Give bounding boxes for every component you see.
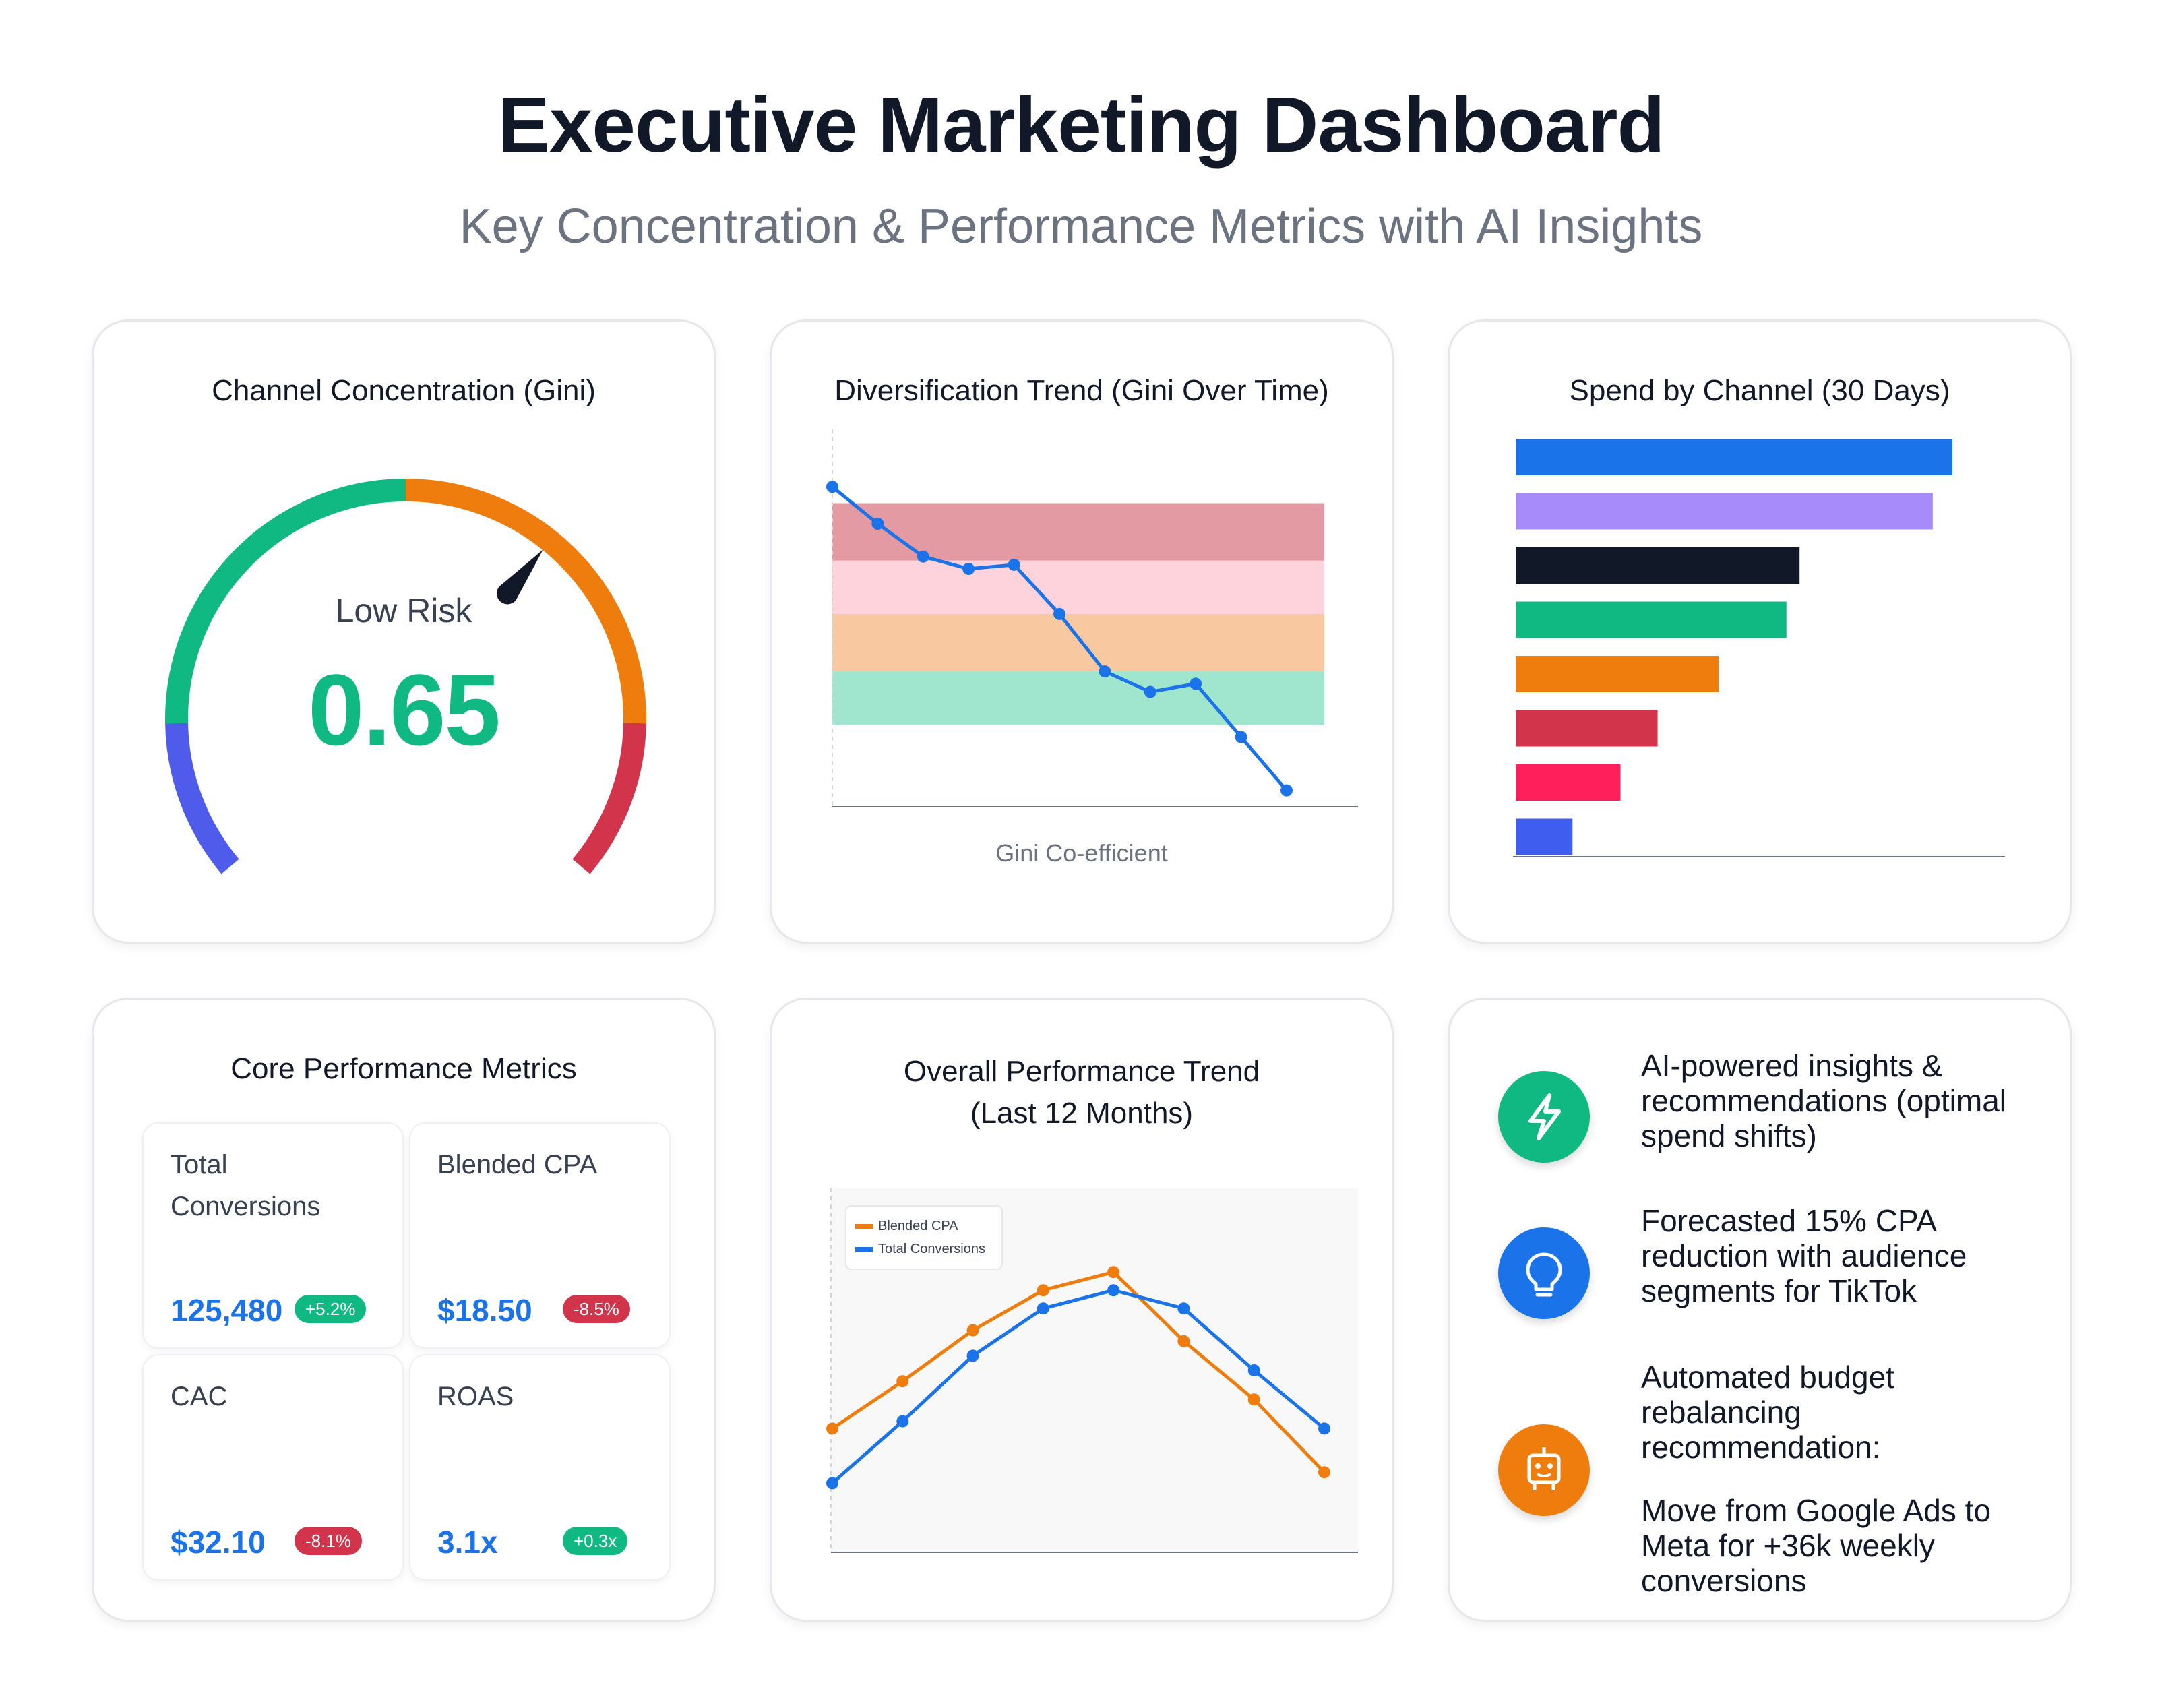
metric-label: ROAS xyxy=(437,1382,514,1411)
gini-point xyxy=(1053,607,1065,620)
spend-bar xyxy=(1516,601,1787,638)
gini-point xyxy=(962,562,975,575)
spend-bar xyxy=(1516,439,1952,475)
risk-band xyxy=(832,613,1324,672)
legend-label: Total Conversions xyxy=(878,1242,985,1256)
trend-point xyxy=(896,1415,909,1428)
trend-point xyxy=(966,1324,979,1337)
trend-point xyxy=(826,1422,838,1435)
spend-card: Spend by Channel (30 Days) xyxy=(1448,319,2072,944)
gauge-band xyxy=(165,479,406,724)
spend-bar xyxy=(1516,493,1933,530)
trend-point xyxy=(1318,1422,1330,1435)
legend-box xyxy=(845,1205,1003,1270)
metric-blended-cpa: Blended CPA $18.50 -8.5% xyxy=(409,1122,671,1349)
metrics-card: Core Performance Metrics Total Conversio… xyxy=(92,998,716,1622)
spend-bar xyxy=(1516,764,1621,801)
metrics-card-title: Core Performance Metrics xyxy=(230,1052,577,1085)
gauge-card-title: Channel Concentration (Gini) xyxy=(212,374,596,407)
trend-point xyxy=(1107,1266,1120,1279)
legend-swatch xyxy=(855,1247,873,1252)
gini-point xyxy=(1099,665,1111,678)
trend-point xyxy=(1247,1393,1260,1406)
metric-cac: CAC $32.10 -8.1% xyxy=(142,1354,404,1581)
trend-series-line xyxy=(831,1270,1326,1473)
gini-point xyxy=(871,518,884,530)
trend-point xyxy=(1037,1302,1049,1315)
insight-text: Forecasted 15% CPA reduction with audien… xyxy=(1641,1203,1967,1308)
gauge-chart xyxy=(165,479,646,874)
trend-card-title-line2: (Last 12 Months) xyxy=(970,1097,1194,1130)
performance-trend-chart: Blended CPA Total Conversions xyxy=(826,1188,1358,1553)
risk-band xyxy=(832,503,1324,561)
insight-text: Move from Google Ads to Meta for +36k we… xyxy=(1641,1493,1991,1598)
diversification-chart xyxy=(826,429,1358,807)
risk-band xyxy=(832,560,1324,614)
trend-card-title-line1: Overall Performance Trend xyxy=(903,1055,1260,1088)
gauge-value: 0.65 xyxy=(308,653,501,766)
spend-bar xyxy=(1516,818,1573,855)
legend-label: Blended CPA xyxy=(878,1219,958,1233)
gauge-card: Channel Concentration (Gini) Low Risk 0.… xyxy=(92,319,716,944)
change-badge: +0.3x xyxy=(563,1527,628,1555)
lightning-icon xyxy=(1498,1071,1590,1163)
metric-value: 3.1x xyxy=(437,1525,498,1560)
metric-value: $32.10 xyxy=(171,1525,266,1560)
legend-swatch xyxy=(855,1224,873,1229)
trend-point xyxy=(1107,1284,1120,1297)
diversification-x-label: Gini Co-efficient xyxy=(995,839,1168,867)
metric-label: CAC xyxy=(171,1382,228,1411)
robot-icon xyxy=(1498,1424,1590,1516)
spend-bar xyxy=(1516,710,1658,747)
trend-point xyxy=(1037,1284,1049,1297)
gini-point xyxy=(826,481,838,493)
gini-point xyxy=(1008,558,1020,571)
spend-bar xyxy=(1516,656,1719,692)
trend-point xyxy=(1247,1364,1260,1376)
gauge-band xyxy=(165,723,239,874)
metric-roas: ROAS 3.1x +0.3x xyxy=(409,1354,671,1581)
metric-label: Total Conversions xyxy=(171,1150,321,1221)
insight-text: Automated budget rebalancing recommendat… xyxy=(1641,1360,1894,1465)
spend-bar xyxy=(1516,547,1800,584)
gauge-needle xyxy=(497,549,543,605)
diversification-card: Diversification Trend (Gini Over Time) G… xyxy=(770,319,1394,944)
gini-point xyxy=(1280,784,1293,797)
change-badge: +5.2% xyxy=(295,1295,367,1323)
diversification-card-title: Diversification Trend (Gini Over Time) xyxy=(834,374,1329,407)
change-badge: -8.1% xyxy=(295,1527,362,1555)
metric-value: $18.50 xyxy=(437,1293,532,1328)
change-badge: -8.5% xyxy=(563,1295,630,1323)
page-subtitle: Key Concentration & Performance Metrics … xyxy=(459,200,1703,253)
spend-chart xyxy=(1513,439,2005,857)
insights-card: AI-powered insights & recommendations (o… xyxy=(1448,998,2072,1622)
trend-point xyxy=(1318,1466,1330,1479)
gauge-band xyxy=(405,479,646,724)
insight-text: AI-powered insights & recommendations (o… xyxy=(1641,1048,2007,1153)
gini-point xyxy=(1235,731,1247,743)
trend-point xyxy=(1177,1302,1190,1315)
metric-label: Blended CPA xyxy=(437,1150,598,1180)
trend-series-line xyxy=(831,1288,1326,1485)
metric-value: 125,480 xyxy=(171,1293,283,1328)
gauge-band xyxy=(572,723,646,874)
lightbulb-icon xyxy=(1498,1227,1590,1319)
gini-point xyxy=(1190,677,1202,690)
gini-point xyxy=(1144,685,1156,698)
metric-total-conversions: Total Conversions 125,480 +5.2% xyxy=(142,1122,404,1349)
performance-trend-card: Overall Performance Trend (Last 12 Month… xyxy=(770,998,1394,1622)
trend-point xyxy=(826,1477,838,1490)
spend-card-title: Spend by Channel (30 Days) xyxy=(1569,374,1950,407)
trend-point xyxy=(1177,1335,1190,1347)
trend-point xyxy=(896,1375,909,1388)
gauge-status: Low Risk xyxy=(335,592,472,630)
risk-band xyxy=(832,671,1324,725)
page-title: Executive Marketing Dashboard xyxy=(497,81,1665,169)
trend-point xyxy=(966,1349,979,1362)
gini-point xyxy=(917,550,929,563)
